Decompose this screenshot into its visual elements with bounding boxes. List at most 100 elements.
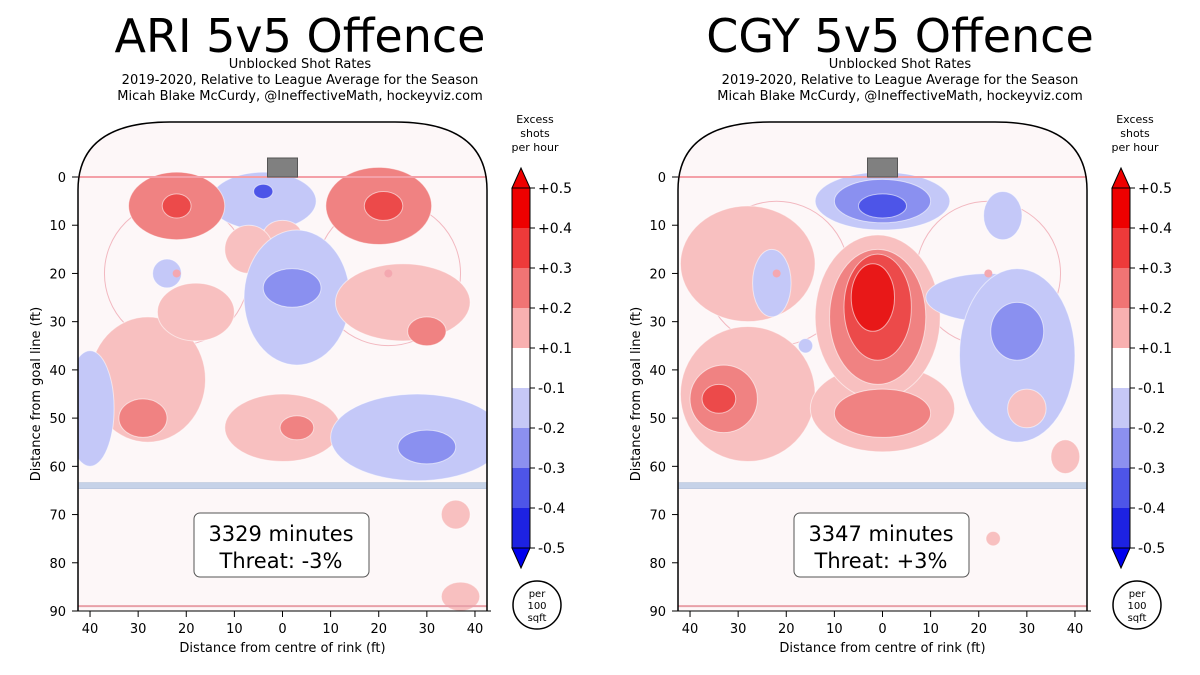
deficit-shots-region [262,268,322,308]
excess-shots-region [1050,439,1081,475]
y-tick-label: 30 [649,316,666,331]
y-tick-label: 80 [649,557,666,572]
colorbar-tick-label: -0.2 [538,421,565,437]
x-axis-label: Distance from centre of rink (ft) [779,641,985,656]
faceoff-dot [172,269,181,278]
y-axis-label: Distance from goal line (ft) [629,307,644,481]
y-tick-label: 0 [658,171,666,186]
annotation-box [793,512,970,578]
colorbar-band [1112,468,1130,508]
faceoff-dot [384,269,393,278]
colorbar-title: per hour [1112,141,1159,154]
blue-line [77,482,488,489]
colorbar-tick-label: +0.5 [1138,181,1172,197]
colorbar-band [1112,388,1130,428]
unit-label: 100 [1127,601,1146,612]
colorbar-tick-label: +0.1 [1138,341,1172,357]
faceoff-dot [984,269,993,278]
x-tick-label: 10 [226,622,243,637]
deficit-shots-region [752,248,792,318]
colorbar-tick-label: +0.5 [538,181,572,197]
heat-layer [679,171,1081,547]
deficit-shots-region [990,301,1045,361]
deficit-shots-region [397,429,457,465]
y-tick-label: 30 [49,316,66,331]
chart-subtitle: Unblocked Shot Rates [228,57,372,72]
y-tick-label: 60 [49,460,66,475]
colorbar-tick-label: +0.3 [538,261,572,277]
y-tick-label: 50 [49,412,66,427]
excess-shots-region [1007,388,1047,429]
x-tick-label: 10 [826,622,843,637]
colorbar-tick-label: -0.2 [1138,421,1165,437]
goal-net [267,157,298,178]
y-tick-label: 50 [649,412,666,427]
colorbar-frame [1111,187,1131,549]
blue-line [677,482,1088,489]
excess-shots-region [161,193,192,219]
minutes-annotation: 3329 minutes [208,522,353,546]
deficit-shots-region [209,171,317,231]
deficit-shots-region [857,193,908,219]
y-tick-label: 70 [649,509,666,524]
x-tick-label: 40 [467,622,484,637]
colorbar-band [1112,508,1130,548]
y-tick-label: 20 [49,267,66,282]
excess-shots-region [679,205,816,323]
deficit-shots-region [983,190,1023,241]
x-tick-label: 20 [970,622,987,637]
y-tick-label: 90 [49,605,66,620]
x-tick-label: 40 [682,622,699,637]
colorbar-band [512,188,530,228]
colorbar-band [512,228,530,268]
excess-shots-region [985,530,1001,547]
unit-label: sqft [1128,613,1147,624]
colorbar-tick-label: +0.1 [538,341,572,357]
x-tick-label: 20 [370,622,387,637]
unit-label: 100 [527,601,546,612]
excess-shots-region [850,263,896,332]
colorbar-band [512,268,530,308]
y-axis-label: Distance from goal line (ft) [29,307,44,481]
threat-annotation: Threat: -3% [219,549,343,573]
x-tick-label: 40 [1067,622,1084,637]
goal-net [867,157,898,178]
x-tick-label: 10 [322,622,339,637]
colorbar-tick-label: -0.4 [538,501,565,517]
y-tick-label: 20 [649,267,666,282]
colorbar-tick-label: -0.4 [1138,501,1165,517]
colorbar-band [512,308,530,348]
excess-shots-region [701,383,737,414]
colorbar-band [1112,268,1130,308]
colorbar-extend-min [511,547,531,570]
colorbar-title: shots [1120,127,1150,140]
colorbar-tick-label: +0.2 [1138,301,1172,317]
x-tick-label: 0 [278,622,286,637]
chart-subtitle: 2019-2020, Relative to League Average fo… [721,73,1079,88]
colorbar-band [1112,308,1130,348]
chart-title: CGY 5v5 Offence [706,9,1094,63]
colorbar-band [512,428,530,468]
y-tick-label: 40 [649,364,666,379]
colorbar-band [1112,428,1130,468]
chart-panel-right: 0 10 20 30 40 50 60 70 80 90 40 30 20 10 0 10 20 30 40 Dist… [600,0,1200,675]
colorbar-band [1112,228,1130,268]
unit-label: sqft [528,613,547,624]
deficit-shots-region [797,338,814,354]
colorbar-title: Excess [516,113,554,126]
x-tick-label: 20 [778,622,795,637]
excess-shots-region [334,263,471,342]
chart-credit: Micah Blake McCurdy, @IneffectiveMath, h… [717,89,1083,104]
colorbar-title: Excess [1116,113,1154,126]
y-tick-label: 10 [649,219,666,234]
colorbar-tick-label: +0.3 [1138,261,1172,277]
chart-title: ARI 5v5 Offence [114,9,486,63]
y-tick-label: 70 [49,509,66,524]
excess-shots-region [407,316,447,347]
colorbar-tick-label: -0.3 [1138,461,1165,477]
chart-credit: Micah Blake McCurdy, @IneffectiveMath, h… [117,89,483,104]
unit-circle [512,580,562,630]
x-axis-label: Distance from centre of rink (ft) [179,641,385,656]
